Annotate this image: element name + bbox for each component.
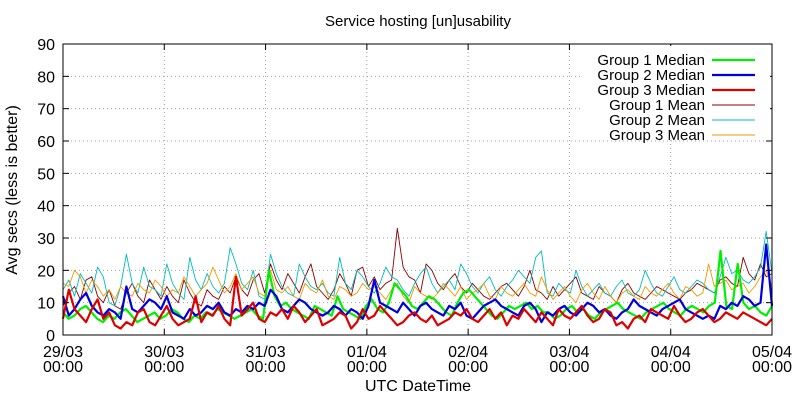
legend-background <box>580 46 770 138</box>
x-tick-time: 00:00 <box>43 359 83 376</box>
series-line-group-3-median <box>61 275 773 330</box>
legend-label: Group 2 Median <box>597 67 705 84</box>
y-tick-label: 30 <box>37 231 55 248</box>
x-tick-date: 01/04 <box>347 344 387 361</box>
x-tick-time: 00:00 <box>246 359 286 376</box>
series-line-group-1-mean <box>62 227 773 310</box>
x-tick-date: 04/04 <box>651 344 691 361</box>
x-tick-date: 05/04 <box>752 344 792 361</box>
x-tick-time: 00:00 <box>144 359 184 376</box>
y-tick-label: 80 <box>37 69 55 86</box>
x-tick-date: 02/04 <box>448 344 488 361</box>
x-axis-ticks: 29/0300:0030/0300:0031/0300:0001/0400:00… <box>43 44 792 376</box>
series-line-group-3-mean <box>62 263 773 304</box>
x-axis-label: UTC DateTime <box>365 378 471 395</box>
legend-label: Group 1 Median <box>597 52 705 69</box>
x-tick-time: 00:00 <box>448 359 488 376</box>
x-tick-time: 00:00 <box>549 359 589 376</box>
y-tick-label: 0 <box>46 328 55 345</box>
y-tick-label: 20 <box>37 263 55 280</box>
x-tick-time: 00:00 <box>651 359 691 376</box>
y-tick-label: 50 <box>37 166 55 183</box>
chart-title: Service hosting [un]usability <box>325 13 511 30</box>
y-tick-label: 10 <box>37 296 55 313</box>
series-line-group-2-mean <box>62 231 773 307</box>
x-tick-time: 00:00 <box>752 359 792 376</box>
x-tick-time: 00:00 <box>347 359 387 376</box>
plot-series <box>61 227 774 330</box>
plot-frame <box>62 43 773 336</box>
y-tick-label: 70 <box>37 102 55 119</box>
legend-label: Group 2 Mean <box>609 112 705 129</box>
x-tick-date: 29/03 <box>43 344 83 361</box>
y-tick-label: 60 <box>37 134 55 151</box>
y-tick-label: 90 <box>37 37 55 54</box>
y-tick-label: 40 <box>37 199 55 216</box>
legend-label: Group 3 Mean <box>609 127 705 144</box>
y-axis-label: Avg secs (less is better) <box>4 105 21 275</box>
x-tick-date: 30/03 <box>144 344 184 361</box>
x-tick-date: 03/04 <box>549 344 589 361</box>
x-tick-date: 31/03 <box>246 344 286 361</box>
legend-label: Group 3 Median <box>597 82 705 99</box>
y-axis-ticks: 0 10 20 30 40 50 60 70 80 90 <box>37 37 772 345</box>
series-line-group-2-median <box>61 243 774 324</box>
legend-label: Group 1 Mean <box>609 97 705 114</box>
